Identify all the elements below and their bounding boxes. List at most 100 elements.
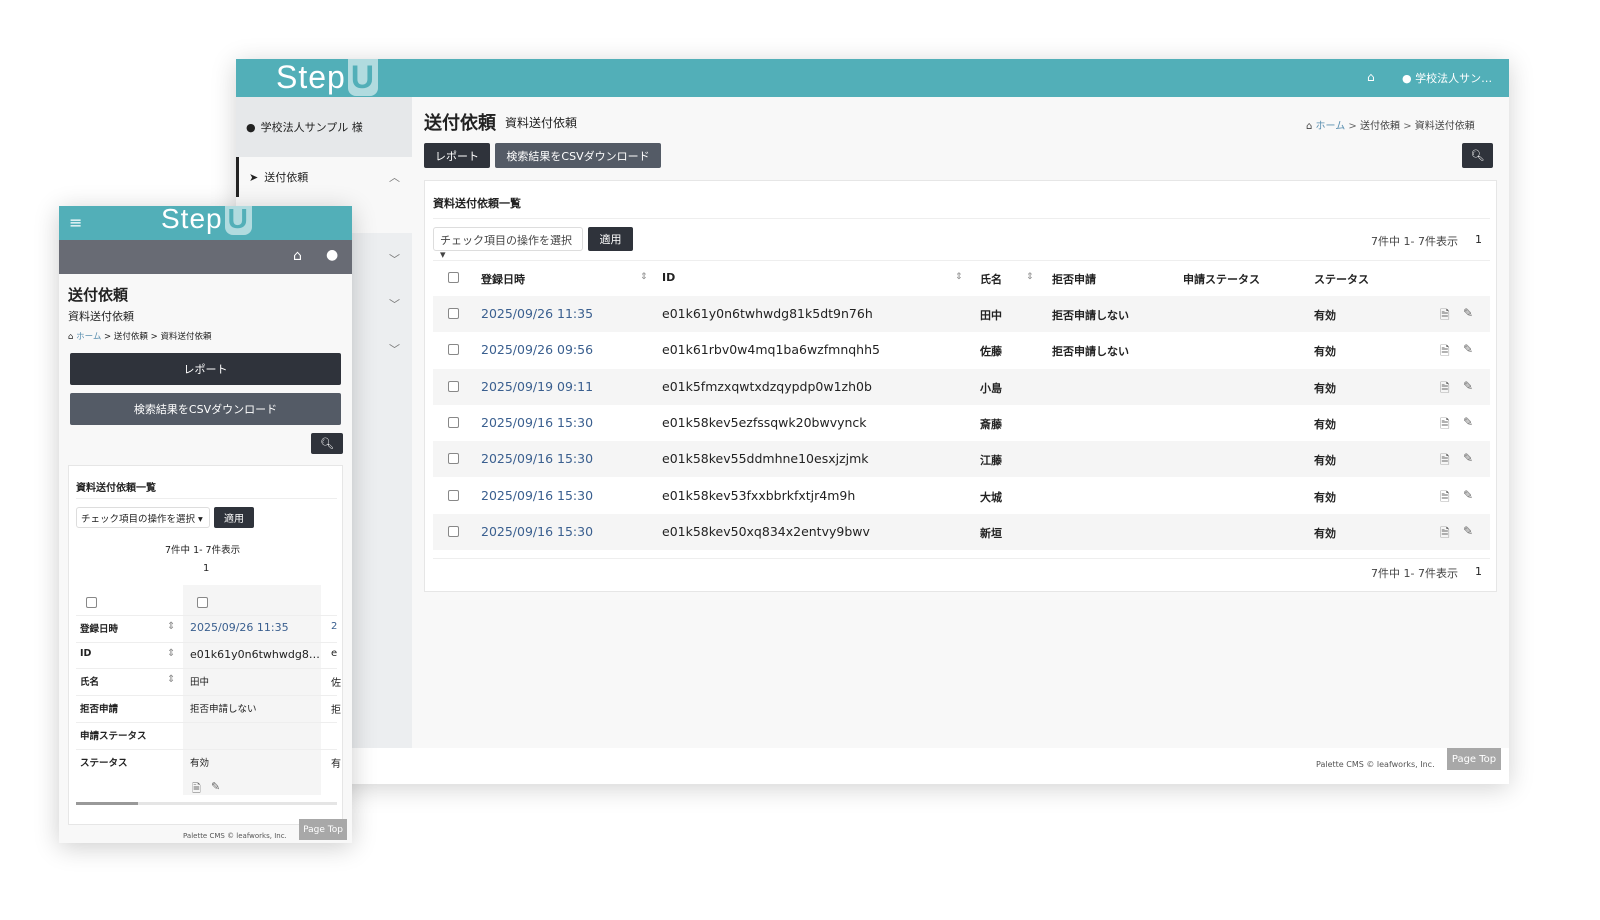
row-checkbox[interactable]	[448, 489, 459, 501]
row-checkbox[interactable]	[448, 344, 459, 356]
sort-icon[interactable]: ⇕	[167, 621, 176, 632]
page-top-button[interactable]: Page Top	[299, 819, 347, 840]
report-button[interactable]: レポート	[70, 353, 341, 385]
row-date-link[interactable]: 2025/09/26 11:35	[190, 621, 289, 634]
pagination-page-1-bottom[interactable]: 1	[1475, 565, 1482, 578]
row-date-link[interactable]: 2025/09/26 11:35	[481, 306, 594, 321]
bulk-action-select[interactable]: チェック項目の操作を選択 ▾	[433, 227, 583, 261]
row-checkbox[interactable]	[448, 453, 459, 465]
column-header-0[interactable]: 登録日時	[481, 273, 525, 286]
hamburger-menu-icon[interactable]: ≡	[69, 213, 83, 232]
search-button[interactable]: 🔍︎	[1462, 143, 1493, 168]
column-header-1[interactable]: ID	[662, 271, 676, 284]
apply-button[interactable]: 適用	[588, 227, 633, 251]
page-top-button[interactable]: Page Top	[1447, 748, 1501, 770]
row-id: e01k58kev5ezfssqwk20bwvynck	[662, 414, 867, 430]
column-header-2[interactable]: 氏名	[980, 273, 1002, 286]
row-status: 有効	[1314, 526, 1336, 540]
pagination-page-1[interactable]: 1	[203, 563, 210, 574]
apply-button[interactable]: 適用	[214, 507, 254, 528]
search-button[interactable]: 🔍︎	[311, 433, 343, 454]
column-header-3[interactable]: 拒否申請	[1052, 273, 1096, 286]
row-name: 斎藤	[980, 417, 1002, 431]
next-column-value: 拒	[331, 705, 341, 717]
breadcrumb-sep: >	[1348, 121, 1357, 132]
edit-pencil-icon[interactable]: ✎	[1463, 342, 1474, 357]
result-count: 7件中 1- 7件表示	[165, 545, 241, 556]
row-date-link[interactable]: 2025/09/16 15:30	[481, 451, 594, 467]
select-all-checkbox[interactable]	[86, 597, 97, 608]
sidebar-item-send-request[interactable]: ➤ 送付依頼 ︿	[236, 157, 412, 197]
user-menu[interactable]: ● 学校法人サン…	[1402, 72, 1493, 85]
row-checkbox[interactable]	[197, 597, 208, 608]
edit-pencil-icon[interactable]: ✎	[1463, 523, 1474, 538]
logo[interactable]: Step U	[161, 206, 252, 235]
sidebar-item-label: 送付依頼	[264, 171, 309, 184]
document-icon[interactable]: 🗎	[1440, 380, 1450, 395]
home-icon[interactable]: ⌂	[293, 248, 302, 264]
report-button[interactable]: レポート	[424, 143, 490, 168]
bulk-select-value: チェック項目の操作を選択	[81, 514, 196, 525]
select-all-checkbox[interactable]	[448, 272, 459, 283]
field-label: ID	[80, 647, 92, 659]
top-header: Step U ⌂ ● 学校法人サン…	[236, 59, 1509, 97]
row-date-link[interactable]: 2025/09/16 15:30	[481, 523, 594, 539]
pagination-page-1[interactable]: 1	[1475, 233, 1482, 246]
edit-pencil-icon[interactable]: ✎	[1463, 414, 1474, 429]
table-row: 2025/09/26 09:56 e01k61rbv0w4mq1ba6wzfmnq…	[433, 332, 1490, 369]
next-column-value: 有	[331, 758, 341, 770]
document-icon[interactable]: 🗎	[1440, 308, 1450, 322]
mobile-window: ≡ Step U ⌂ ● 送付依頼 資料送付依頼 ⌂ ホーム > 送付依頼 > 資…	[59, 206, 352, 843]
row-status: 有効	[1314, 454, 1336, 468]
row-date-link[interactable]: 2025/09/16 15:30	[481, 414, 594, 430]
sidebar-item[interactable]: ﹀	[236, 284, 412, 324]
document-icon[interactable]: 🗎	[1440, 416, 1450, 431]
row-date-link[interactable]: 2025/09/26 09:56	[481, 342, 594, 358]
sort-icon[interactable]: ⇕	[1026, 272, 1034, 282]
document-icon[interactable]: 🗎	[1440, 453, 1450, 468]
sort-icon[interactable]: ⇕	[167, 647, 176, 659]
sort-icon[interactable]: ⇕	[955, 272, 963, 282]
document-icon[interactable]: 🗎	[1440, 525, 1450, 540]
breadcrumb-send[interactable]: 送付依頼	[113, 332, 148, 342]
row-checkbox[interactable]	[448, 416, 459, 428]
row-checkbox[interactable]	[448, 525, 459, 537]
user-circle-icon[interactable]: ●	[326, 247, 339, 263]
row-id: e01k58kev55ddmhne10esxjzjmk	[662, 451, 869, 467]
row-id: e01k58kev50xq834x2entvy9bwv	[662, 523, 870, 539]
row-id: e01k61y0n6twhwdg81k5dt9n76h	[662, 306, 873, 321]
footer: Palette CMS © leafworks, Inc. Page Top	[236, 748, 1509, 784]
sort-icon[interactable]: ⇕	[640, 272, 648, 282]
edit-pencil-icon[interactable]: ✎	[1463, 378, 1474, 393]
edit-pencil-icon[interactable]: ✎	[1463, 487, 1474, 502]
document-icon[interactable]: 🗎	[1440, 344, 1450, 359]
document-icon[interactable]: 🗎	[192, 782, 201, 795]
scrollbar-thumb[interactable]	[76, 802, 138, 805]
document-icon[interactable]: 🗎	[1440, 489, 1450, 504]
sidebar-item[interactable]: ﹀	[236, 239, 412, 279]
breadcrumb-home[interactable]: ホーム	[76, 332, 102, 342]
row-checkbox[interactable]	[448, 308, 459, 319]
row-checkbox[interactable]	[448, 380, 459, 392]
csv-download-button[interactable]: 検索結果をCSVダウンロード	[495, 143, 661, 168]
edit-pencil-icon[interactable]: ✎	[1463, 451, 1474, 466]
horizontal-scrollbar[interactable]	[76, 802, 337, 805]
edit-pencil-icon[interactable]: ✎	[211, 780, 221, 793]
column-header-5[interactable]: ステータス	[1314, 273, 1369, 286]
divider	[76, 641, 337, 643]
csv-download-button[interactable]: 検索結果をCSVダウンロード	[70, 393, 341, 425]
sidebar-item[interactable]: ﹀	[236, 329, 412, 369]
edit-pencil-icon[interactable]: ✎	[1463, 306, 1474, 320]
logo[interactable]: Step U	[276, 59, 378, 96]
table-row: 2025/09/16 15:30 e01k58kev50xq834x2entvy9…	[433, 513, 1490, 550]
page-title: 送付依頼	[68, 286, 129, 304]
chevron-up-icon: ︿	[389, 171, 400, 184]
breadcrumb-send[interactable]: 送付依頼	[1360, 121, 1400, 132]
row-date-link[interactable]: 2025/09/16 15:30	[481, 487, 594, 503]
column-header-4[interactable]: 申請ステータス	[1183, 273, 1260, 286]
bulk-action-select[interactable]: チェック項目の操作を選択 ▾	[76, 507, 210, 528]
row-date-link[interactable]: 2025/09/19 09:11	[481, 378, 594, 394]
sort-icon[interactable]: ⇕	[167, 674, 176, 686]
breadcrumb-home[interactable]: ホーム	[1315, 121, 1346, 132]
home-icon[interactable]: ⌂	[1367, 70, 1375, 84]
